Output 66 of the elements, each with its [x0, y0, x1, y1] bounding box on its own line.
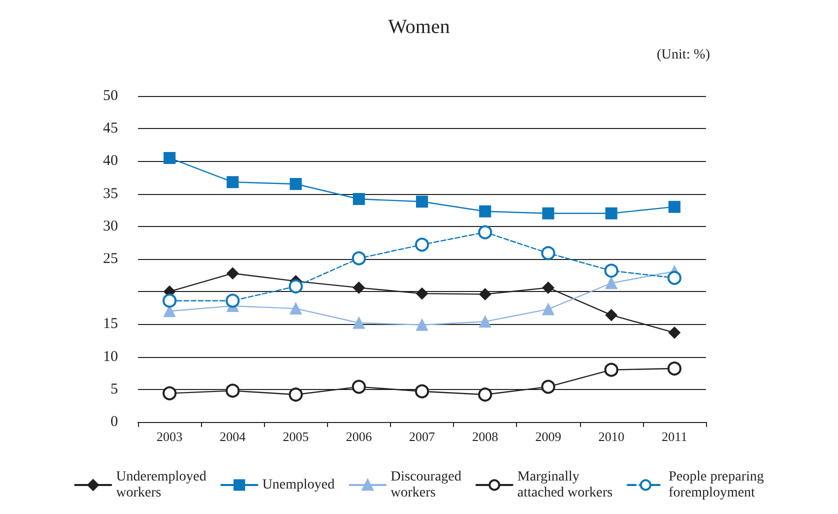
- point: [605, 309, 618, 322]
- point: [162, 386, 177, 400]
- point: [542, 207, 554, 220]
- y-tick-label: 50: [103, 88, 118, 104]
- legend-label: Marginally attached workers: [517, 470, 613, 500]
- point: [352, 380, 366, 394]
- point: [541, 246, 556, 260]
- point: [478, 225, 492, 240]
- y-tick-label: 45: [103, 120, 118, 137]
- x-tick-label: 2009: [535, 429, 562, 444]
- y-tick-label: 15: [103, 316, 118, 332]
- point: [162, 294, 177, 308]
- point: [541, 380, 556, 394]
- legend-label: Unemployed: [262, 478, 335, 492]
- point: [668, 326, 680, 339]
- point: [352, 282, 365, 294]
- point: [479, 316, 492, 328]
- point: [542, 282, 554, 294]
- point: [226, 294, 240, 308]
- point: [290, 178, 302, 190]
- point: [479, 205, 492, 218]
- legend-label: Underemployed workers: [116, 470, 206, 500]
- point: [416, 318, 428, 331]
- x-tick-label: 2006: [346, 429, 372, 444]
- point: [226, 384, 240, 398]
- point: [290, 302, 302, 315]
- point: [479, 288, 492, 300]
- x-tick-label: 2011: [662, 429, 688, 444]
- point: [605, 277, 618, 290]
- x-tick-label: 2010: [598, 429, 624, 444]
- point: [478, 388, 492, 402]
- legend-label: Discouraged workers: [390, 470, 462, 500]
- point: [604, 264, 618, 278]
- point: [288, 279, 303, 294]
- point: [605, 207, 618, 220]
- y-tick-label: 5: [110, 381, 118, 398]
- point: [542, 303, 554, 316]
- point: [667, 362, 682, 376]
- x-tick-label: 2007: [409, 429, 436, 444]
- point: [416, 288, 428, 300]
- y-tick-label: 40: [103, 153, 118, 170]
- y-tick-label: 10: [103, 348, 118, 365]
- point: [288, 388, 303, 402]
- point: [415, 384, 429, 398]
- point: [352, 316, 365, 329]
- chart-title: Women: [388, 16, 450, 38]
- x-tick-label: 2003: [156, 429, 183, 444]
- y-tick-label: 0: [110, 414, 118, 430]
- y-tick-label: 25: [103, 251, 118, 267]
- x-tick-label: 2008: [472, 429, 498, 444]
- text: (Unit: %): [656, 48, 710, 62]
- y-tick-label: 30: [103, 218, 118, 234]
- point: [667, 270, 682, 285]
- point: [352, 251, 366, 266]
- point: [604, 362, 618, 377]
- point: [226, 267, 239, 280]
- x-tick-label: 2005: [282, 429, 309, 444]
- point: [668, 200, 680, 213]
- point: [352, 193, 365, 206]
- point: [415, 238, 429, 252]
- point: [416, 196, 428, 208]
- legend-label: People preparing foremployment: [668, 470, 764, 500]
- point: [164, 152, 176, 164]
- y-tick-label: 35: [103, 186, 118, 202]
- point: [226, 176, 239, 188]
- x-tick-label: 2004: [220, 429, 246, 444]
